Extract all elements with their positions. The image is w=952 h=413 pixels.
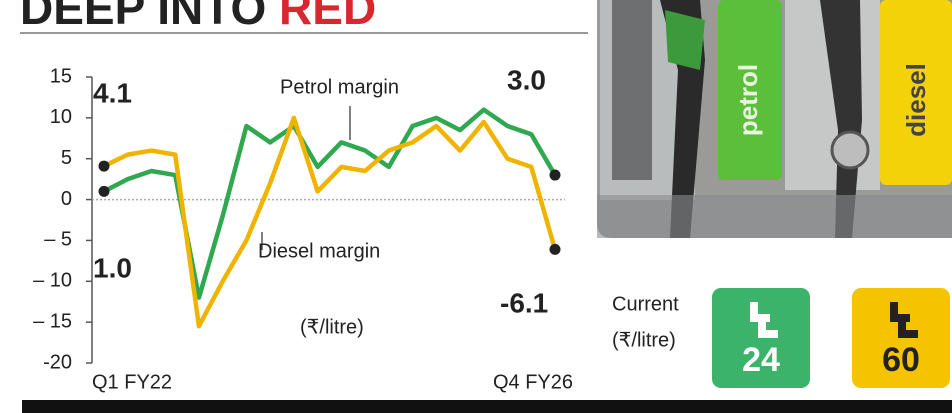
value-label: 3.0 bbox=[507, 64, 546, 95]
y-tick-label: – 15 bbox=[33, 310, 72, 332]
y-tick-label: – 10 bbox=[33, 270, 72, 292]
end-point bbox=[550, 170, 561, 181]
bottom-bar bbox=[22, 400, 952, 413]
pump-photo: petrol diesel bbox=[597, 0, 952, 238]
badge-value: 60 bbox=[882, 341, 920, 379]
x-tick-label: Q1 FY22 bbox=[92, 371, 172, 393]
photo-label: diesel bbox=[901, 63, 931, 137]
value-label: 1.0 bbox=[93, 252, 132, 283]
y-tick-label: -20 bbox=[43, 351, 72, 373]
y-tick-label: 0 bbox=[61, 188, 72, 210]
end-point bbox=[550, 244, 561, 255]
series-line bbox=[104, 118, 555, 326]
title-main: DEEP INTO bbox=[20, 0, 266, 34]
end-point bbox=[99, 161, 110, 172]
infographic: DEEP INTO RED petrol diesel -20 – 15 – 10 –… bbox=[0, 0, 952, 413]
y-tick-label: 5 bbox=[61, 147, 72, 169]
unit-label: (₹/litre) bbox=[300, 316, 364, 338]
line-chart: -20 – 15 – 10 – 5 0 5 10 15 Q1 FY22 Q4 FY26 1.0 3.0… bbox=[33, 64, 573, 393]
value-label: 4.1 bbox=[93, 77, 132, 108]
end-point bbox=[99, 186, 110, 197]
value-label: -6.1 bbox=[500, 287, 548, 318]
current-label: (₹/litre) bbox=[612, 329, 676, 351]
title-highlight: RED bbox=[279, 0, 376, 34]
x-tick-label: Q4 FY26 bbox=[493, 371, 573, 393]
y-tick-label: – 5 bbox=[44, 229, 72, 251]
series-name: Petrol margin bbox=[280, 76, 399, 98]
y-tick-label: 15 bbox=[50, 65, 72, 87]
y-tick-label: 10 bbox=[50, 106, 72, 128]
series-line bbox=[104, 110, 555, 298]
title: DEEP INTO RED bbox=[20, 0, 376, 34]
current-panel: Current (₹/litre) 24 60 bbox=[612, 288, 950, 388]
photo-label: petrol bbox=[733, 64, 763, 136]
badge-value: 24 bbox=[742, 341, 780, 379]
current-label: Current bbox=[612, 293, 679, 315]
series-name: Diesel margin bbox=[258, 240, 380, 262]
